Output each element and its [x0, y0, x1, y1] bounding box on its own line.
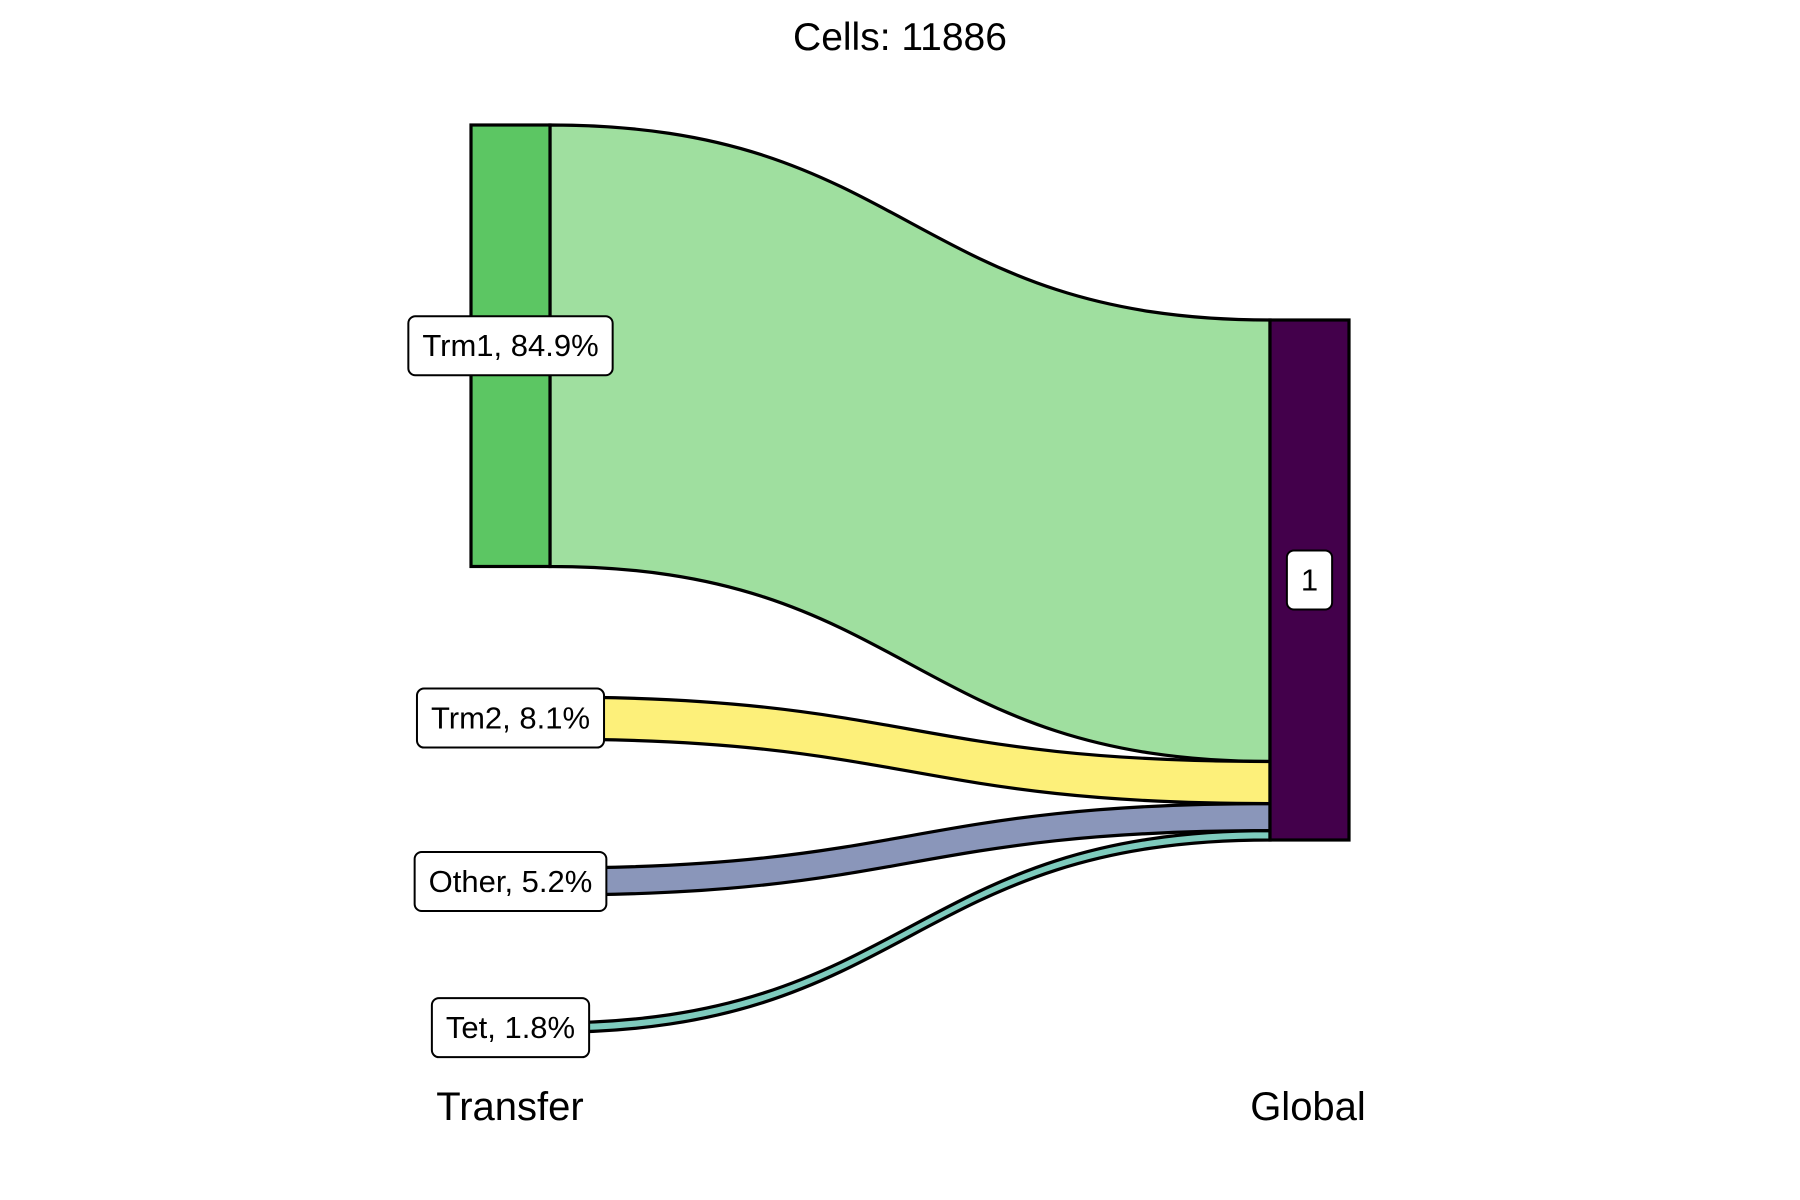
flow-other-to-1	[548, 801, 1272, 897]
label-trm1-box	[407, 315, 614, 377]
label-tet-text: Tet, 1.8%	[446, 1010, 575, 1045]
flows-layer	[548, 123, 1272, 1034]
label-trm1-text: Trm1, 84.9%	[422, 328, 598, 363]
flow-trm1-to-1	[548, 123, 1272, 764]
label-tet-box	[430, 997, 591, 1059]
label-other-text: Other, 5.2%	[429, 864, 593, 899]
label-trm2-text: Trm2, 8.1%	[431, 701, 590, 736]
label-target-1-box	[1285, 549, 1334, 611]
axis-label-global: Global	[1250, 1085, 1366, 1129]
chart-title: Cells: 11886	[793, 16, 1007, 59]
axis-label-transfer: Transfer	[436, 1085, 583, 1129]
label-trm2-box	[415, 687, 606, 749]
labels-layer: Trm1, 84.9% Trm2, 8.1% Other, 5.2% Tet, 1.8…	[407, 315, 1334, 1059]
label-other-box	[413, 851, 608, 913]
label-target-1-text: 1	[1301, 563, 1318, 598]
